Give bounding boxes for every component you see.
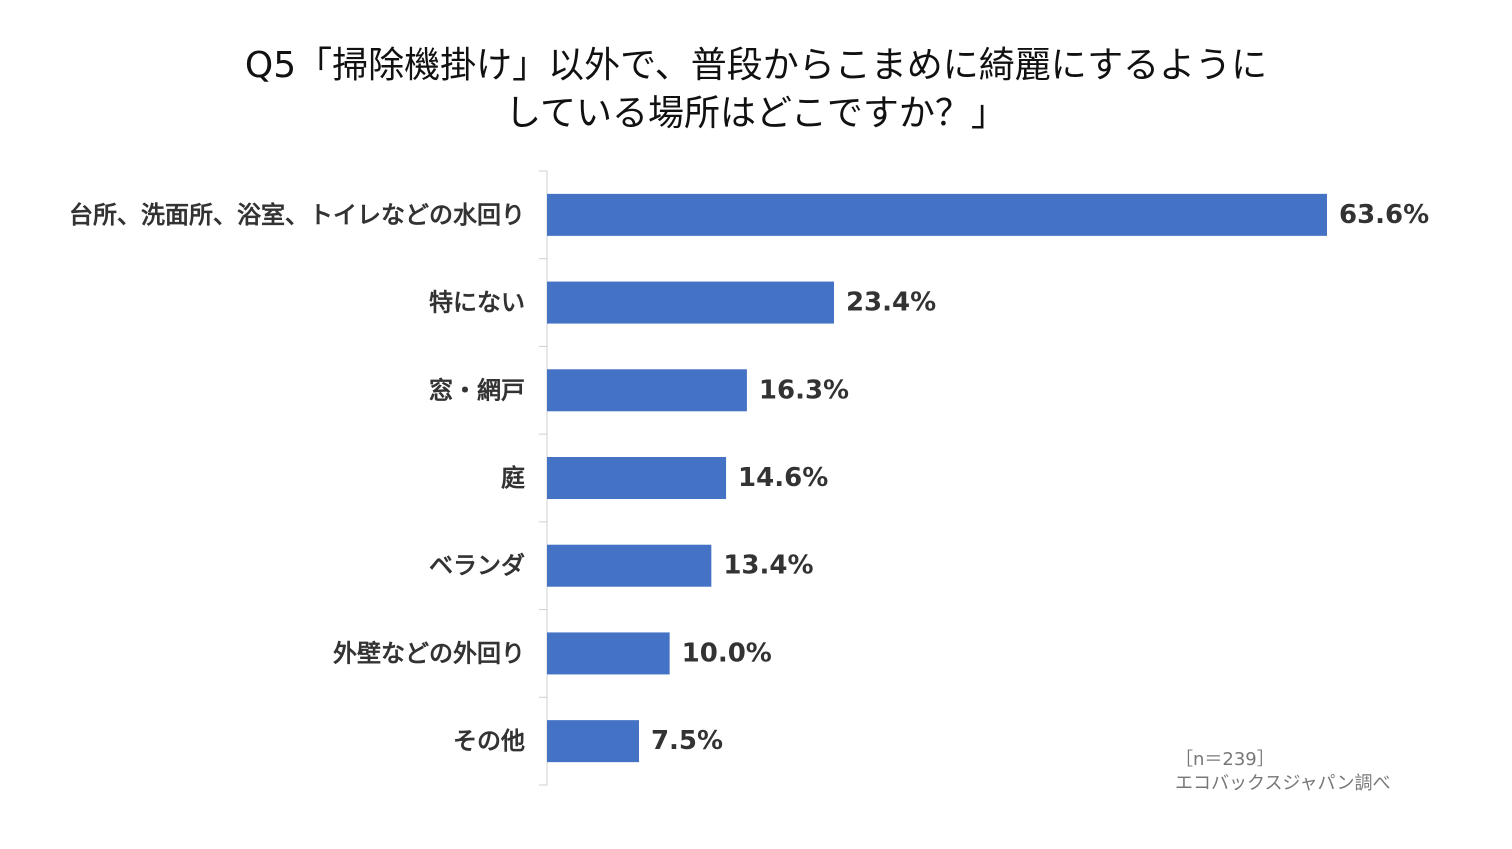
- value-label: 14.6%: [738, 463, 828, 493]
- bar: [547, 457, 727, 499]
- category-label: ベランダ: [429, 552, 525, 580]
- bar: [547, 632, 670, 675]
- category-label: 庭: [501, 464, 525, 492]
- bar: [547, 544, 712, 587]
- source-note: エコバックスジャパン調べ: [1175, 773, 1391, 794]
- category-axis: [539, 170, 548, 786]
- bar: [547, 281, 834, 324]
- value-label: 7.5%: [651, 726, 723, 756]
- bars: [547, 193, 1327, 763]
- category-label: 窓・網戸: [429, 376, 525, 404]
- category-label: 特にない: [429, 289, 525, 317]
- bar: [547, 369, 747, 412]
- value-label: 63.6%: [1339, 200, 1429, 230]
- chart-title: Q5「掃除機掛け」以外で、普段からこまめに綺麗にするように している場所はどこで…: [0, 42, 1512, 138]
- bar: [547, 720, 639, 763]
- category-label: 台所、洗面所、浴室、トイレなどの水回り: [69, 201, 525, 229]
- value-label: 23.4%: [846, 288, 936, 318]
- category-label: その他: [453, 727, 525, 755]
- value-label: 10.0%: [682, 638, 772, 668]
- sample-size-note: ［n＝239］: [1175, 749, 1275, 770]
- value-label: 13.4%: [723, 551, 813, 581]
- chart-title-line-1: Q5「掃除機掛け」以外で、普段からこまめに綺麗にするように: [244, 45, 1268, 86]
- chart-title-line-2: している場所はどこですか？」: [505, 93, 1007, 134]
- bar: [547, 193, 1327, 236]
- value-label: 16.3%: [759, 375, 849, 405]
- category-label: 外壁などの外回り: [333, 639, 525, 667]
- labels: 台所、洗面所、浴室、トイレなどの水回り 63.6% 特にない 23.4% 窓・網戸 16.…: [69, 200, 1429, 756]
- footnote: ［n＝239］ エコバックスジャパン調べ: [1175, 748, 1390, 796]
